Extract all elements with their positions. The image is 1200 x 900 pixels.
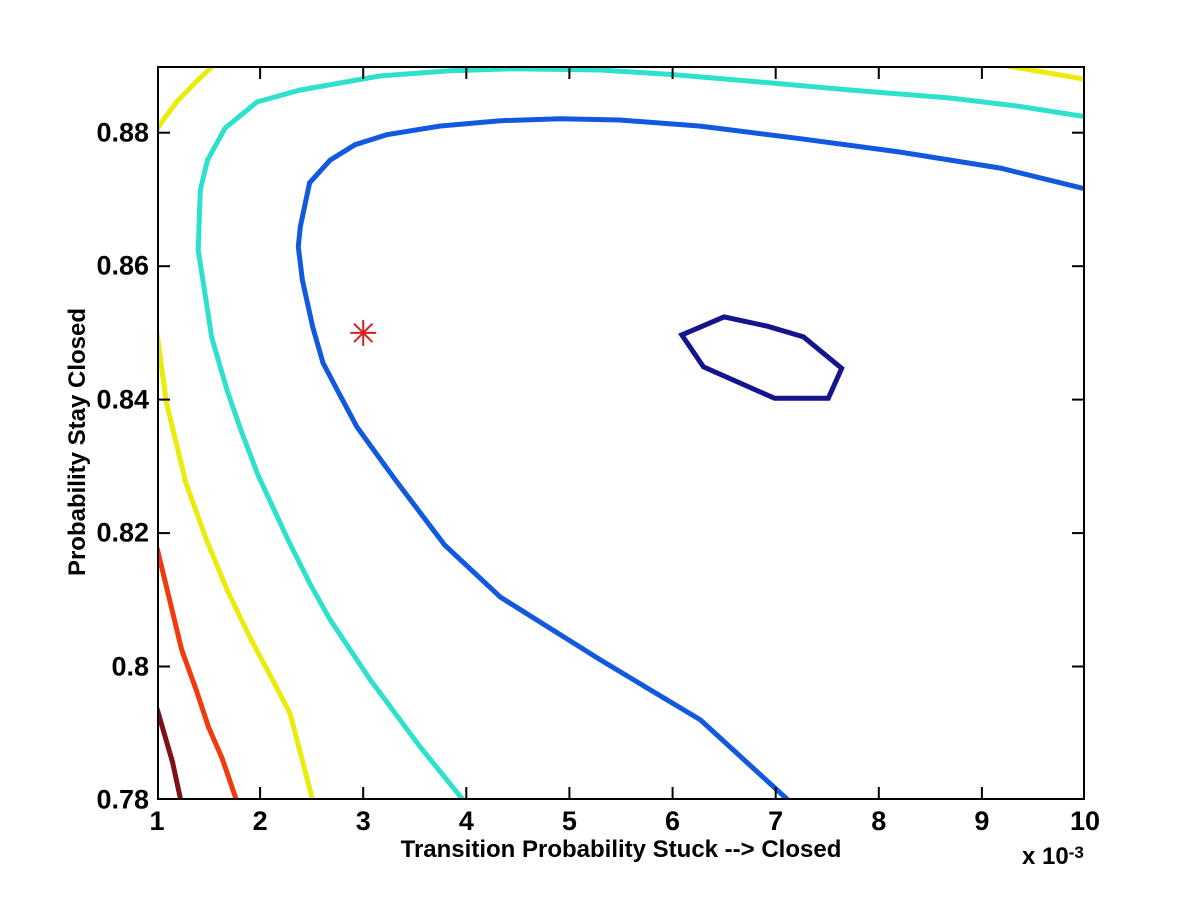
x-axis-label: Transition Probability Stuck --> Closed xyxy=(400,836,842,863)
contour-level-yellow-top-right xyxy=(1007,66,1085,82)
x-tick-label: 5 xyxy=(561,806,577,836)
y-tick-label: 0.86 xyxy=(96,250,149,281)
x-tick-label: 1 xyxy=(149,806,165,836)
y-axis-label: Probability Stay Closed xyxy=(64,307,91,577)
contour-level-blue xyxy=(295,116,1085,800)
y-tick-label: 0.84 xyxy=(96,384,149,415)
contour-level-maroon xyxy=(157,707,184,800)
x-tick-label: 10 xyxy=(1069,806,1101,836)
exponent-power: -3 xyxy=(1068,843,1084,862)
y-tick-label: 0.78 xyxy=(96,784,149,815)
x-tick-label: 9 xyxy=(974,806,990,836)
x-tick-label: 3 xyxy=(355,806,371,836)
axes-border xyxy=(157,66,1085,800)
contour-level-cyan xyxy=(195,66,1085,800)
plot-area xyxy=(157,66,1085,800)
x-tick-label: 2 xyxy=(252,806,268,836)
x-tick-label: 6 xyxy=(665,806,681,836)
x-tick-label: 8 xyxy=(871,806,887,836)
exponent-base: x 10 xyxy=(1022,843,1069,870)
asterisk-marker xyxy=(353,323,374,343)
contour-level-navy-inner xyxy=(678,314,845,401)
x-tick-label: 7 xyxy=(768,806,784,836)
contour-level-orangered xyxy=(157,547,239,800)
x-tick-label: 4 xyxy=(458,806,474,836)
contour-level-yellow-upper-left xyxy=(157,66,215,131)
y-tick-label: 0.88 xyxy=(96,117,149,148)
contour-level-yellow-lower-left xyxy=(157,332,316,800)
y-tick-label: 0.82 xyxy=(96,517,149,548)
contour-plot-canvas xyxy=(157,66,1085,800)
y-tick-label: 0.8 xyxy=(111,651,149,682)
x-axis-exponent: x 10-3 xyxy=(1022,844,1084,869)
